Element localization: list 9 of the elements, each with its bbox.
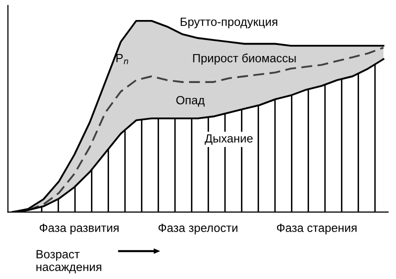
text: Возраст насаждения [36, 250, 102, 274]
series-label: Прирост биомассы [193, 54, 296, 65]
text: Фаза развития [40, 224, 119, 234]
annotation: P$_{n}$ [116, 54, 128, 64]
text: Фаза зрелости [158, 224, 238, 234]
annotation: Опад [176, 96, 205, 107]
series-label: Брутто-продукция [180, 18, 278, 28]
text: Фаза старения [276, 224, 357, 234]
series-label: Дыхание [204, 134, 253, 145]
